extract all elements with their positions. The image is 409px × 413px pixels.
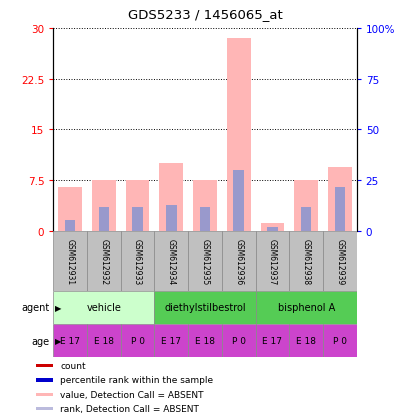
- Bar: [36, 392, 53, 396]
- Bar: [188, 324, 221, 357]
- Bar: [289, 324, 322, 357]
- Text: GSM612933: GSM612933: [133, 238, 142, 284]
- Text: GSM612937: GSM612937: [267, 238, 276, 284]
- Text: diethylstilbestrol: diethylstilbestrol: [164, 303, 245, 313]
- Bar: [260, 223, 283, 231]
- Bar: [188, 231, 221, 291]
- Bar: [58, 188, 82, 231]
- Text: rank, Detection Call = ABSENT: rank, Detection Call = ABSENT: [61, 404, 199, 413]
- Text: E 17: E 17: [262, 336, 282, 345]
- Bar: [322, 324, 356, 357]
- Bar: [53, 231, 87, 291]
- Text: E 17: E 17: [60, 336, 80, 345]
- Bar: [255, 291, 356, 324]
- Text: ▶: ▶: [55, 303, 62, 312]
- Bar: [120, 231, 154, 291]
- Bar: [159, 164, 183, 231]
- Bar: [255, 324, 289, 357]
- Bar: [334, 188, 344, 231]
- Text: P 0: P 0: [332, 336, 346, 345]
- Bar: [221, 231, 255, 291]
- Text: age: age: [31, 336, 49, 346]
- Bar: [199, 208, 210, 231]
- Bar: [36, 364, 53, 367]
- Bar: [92, 180, 115, 231]
- Text: GSM612934: GSM612934: [166, 238, 175, 284]
- Bar: [193, 180, 216, 231]
- Bar: [154, 231, 188, 291]
- Bar: [120, 324, 154, 357]
- Bar: [53, 291, 154, 324]
- Bar: [87, 231, 120, 291]
- Bar: [266, 227, 277, 231]
- Text: GSM612932: GSM612932: [99, 238, 108, 284]
- Text: P 0: P 0: [231, 336, 245, 345]
- Bar: [132, 208, 143, 231]
- Bar: [255, 231, 289, 291]
- Text: GSM612931: GSM612931: [65, 238, 74, 284]
- Text: count: count: [61, 361, 86, 370]
- Bar: [98, 208, 109, 231]
- Text: agent: agent: [21, 303, 49, 313]
- Bar: [36, 407, 53, 410]
- Bar: [126, 180, 149, 231]
- Text: GSM612935: GSM612935: [200, 238, 209, 284]
- Bar: [166, 206, 176, 231]
- Text: GSM612936: GSM612936: [234, 238, 243, 284]
- Text: percentile rank within the sample: percentile rank within the sample: [61, 375, 213, 385]
- Text: GSM612938: GSM612938: [301, 238, 310, 284]
- Text: GDS5233 / 1456065_at: GDS5233 / 1456065_at: [127, 8, 282, 21]
- Text: value, Detection Call = ABSENT: value, Detection Call = ABSENT: [61, 390, 204, 399]
- Text: P 0: P 0: [130, 336, 144, 345]
- Bar: [154, 291, 255, 324]
- Bar: [300, 208, 311, 231]
- Text: E 18: E 18: [195, 336, 214, 345]
- Bar: [289, 231, 322, 291]
- Text: bisphenol A: bisphenol A: [277, 303, 334, 313]
- Bar: [327, 167, 351, 231]
- Text: ▶: ▶: [55, 336, 62, 345]
- Bar: [87, 324, 120, 357]
- Text: E 18: E 18: [94, 336, 114, 345]
- Text: E 17: E 17: [161, 336, 181, 345]
- Bar: [294, 180, 317, 231]
- Bar: [226, 39, 250, 231]
- Bar: [322, 231, 356, 291]
- Text: GSM612939: GSM612939: [335, 238, 344, 284]
- Bar: [154, 324, 188, 357]
- Bar: [221, 324, 255, 357]
- Bar: [65, 221, 75, 231]
- Bar: [233, 171, 243, 231]
- Bar: [53, 324, 87, 357]
- Text: E 18: E 18: [295, 336, 315, 345]
- Text: vehicle: vehicle: [86, 303, 121, 313]
- Bar: [36, 378, 53, 382]
